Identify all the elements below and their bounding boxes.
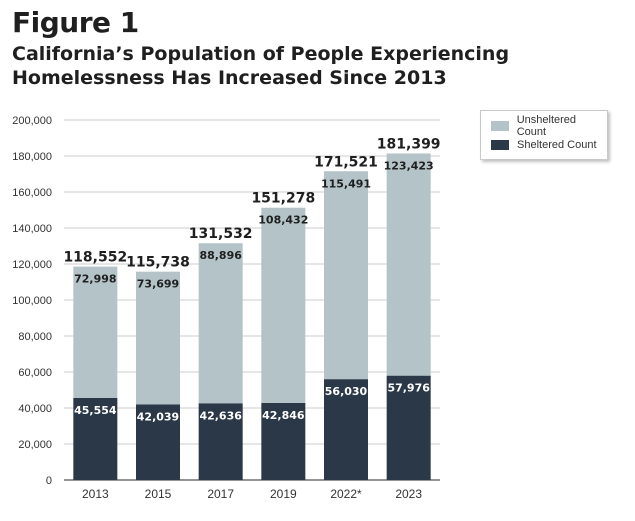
- x-tick-label: 2023: [395, 487, 422, 501]
- y-tick-label: 120,000: [12, 259, 52, 271]
- y-tick-label: 20,000: [18, 439, 52, 451]
- sheltered-value-label: 42,846: [262, 409, 305, 422]
- legend-swatch-unsheltered: [491, 121, 509, 131]
- y-tick-label: 160,000: [12, 187, 52, 199]
- legend-item-sheltered: Sheltered Count: [491, 138, 597, 152]
- sheltered-value-label: 42,039: [137, 410, 179, 423]
- y-tick-label: 60,000: [18, 367, 52, 379]
- unsheltered-value-label: 88,896: [199, 249, 242, 262]
- total-value-label: 171,521: [314, 154, 378, 170]
- legend-swatch-sheltered: [491, 140, 509, 150]
- bar-unsheltered: [386, 153, 431, 376]
- bar-unsheltered: [198, 243, 243, 404]
- bar-sheltered: [324, 379, 368, 480]
- x-tick-label: 2022*: [330, 487, 362, 501]
- legend-label-sheltered: Sheltered Count: [517, 139, 597, 151]
- unsheltered-value-label: 108,432: [258, 214, 308, 227]
- unsheltered-value-label: 72,998: [74, 273, 116, 286]
- unsheltered-value-label: 115,491: [321, 177, 371, 190]
- figure-label: Figure 1: [12, 6, 139, 39]
- bar-sheltered: [261, 402, 306, 480]
- figure-title: California’s Population of People Experi…: [12, 43, 510, 89]
- total-value-label: 181,399: [377, 136, 441, 152]
- x-tick-label: 2019: [270, 487, 297, 501]
- sheltered-value-label: 56,030: [325, 385, 368, 398]
- x-tick-label: 2015: [145, 487, 172, 501]
- y-tick-label: 40,000: [18, 403, 52, 415]
- y-tick-label: 100,000: [12, 295, 52, 307]
- total-value-label: 151,278: [251, 191, 315, 207]
- bar-sheltered: [136, 404, 180, 480]
- bar-sheltered: [386, 375, 431, 480]
- legend-item-unsheltered: Unsheltered Count: [491, 114, 607, 138]
- total-value-label: 118,552: [63, 250, 127, 266]
- unsheltered-value-label: 123,423: [384, 159, 434, 172]
- legend-label-unsheltered: Unsheltered Count: [516, 114, 577, 138]
- x-tick-label: 2013: [82, 487, 109, 501]
- y-tick-label: 140,000: [12, 223, 52, 235]
- y-tick-label: 80,000: [18, 331, 52, 343]
- y-tick-label: 0: [46, 475, 52, 487]
- sheltered-value-label: 45,554: [74, 404, 117, 417]
- chart-legend: Unsheltered Count Sheltered Count: [480, 110, 608, 160]
- total-value-label: 131,532: [189, 226, 253, 242]
- sheltered-value-label: 57,976: [387, 382, 430, 395]
- bar-unsheltered: [73, 266, 118, 399]
- bar-unsheltered: [324, 171, 368, 380]
- bar-sheltered: [73, 398, 118, 480]
- y-tick-label: 200,000: [12, 115, 52, 127]
- bar-sheltered: [198, 403, 243, 480]
- bar-unsheltered: [136, 271, 180, 405]
- y-tick-label: 180,000: [12, 151, 52, 163]
- unsheltered-value-label: 73,699: [137, 278, 179, 291]
- total-value-label: 115,738: [126, 255, 190, 271]
- bar-unsheltered: [261, 207, 306, 403]
- sheltered-value-label: 42,636: [199, 409, 242, 422]
- x-tick-label: 2017: [207, 487, 234, 501]
